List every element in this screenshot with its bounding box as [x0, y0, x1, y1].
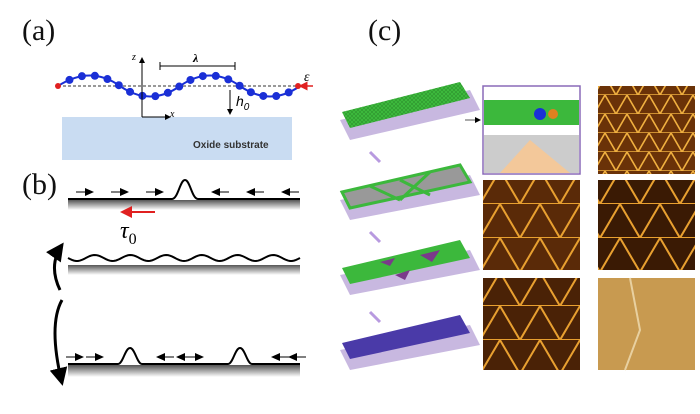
graphene-plate-2 [339, 163, 480, 220]
substrate-label: Oxide substrate [193, 140, 269, 151]
atom [224, 75, 233, 84]
panel-c-label: (c) [368, 14, 402, 47]
atom [259, 91, 268, 100]
graphene-plate-4 [340, 315, 480, 370]
height-label: h0 [236, 93, 250, 113]
atomistic-inset [482, 85, 581, 175]
atom [284, 88, 293, 97]
panel-a-label: (a) [22, 14, 56, 47]
panel-c-images [339, 82, 695, 371]
atom [186, 75, 195, 84]
shear-stress-label: τ0 [120, 218, 137, 248]
wavelength-label: λ [193, 51, 199, 65]
graphene-plate-3 [340, 240, 480, 295]
atoms [65, 71, 293, 101]
atom [77, 72, 86, 81]
panel-b-diagram [46, 178, 306, 386]
strain-label: ε [304, 70, 310, 85]
atom [211, 71, 220, 80]
atom [114, 81, 123, 90]
atom [246, 88, 255, 97]
panel-a-diagram [55, 57, 313, 160]
wrinkle-middle [67, 253, 301, 263]
atom [151, 92, 160, 101]
atom [175, 82, 184, 91]
slip-arrows [76, 188, 299, 196]
substrate-top [68, 200, 300, 210]
transition-arrow-up [46, 242, 64, 291]
atom [235, 81, 244, 90]
afm-image-5 [598, 278, 695, 370]
process-arrows [368, 150, 382, 324]
graphene-plate-1 [340, 82, 480, 140]
atom [163, 88, 172, 97]
wrinkle-top [68, 178, 300, 200]
atom [272, 92, 281, 101]
wrinkle-bottom [68, 346, 300, 365]
z-axis-label: z [132, 52, 136, 63]
substrate-bottom [68, 365, 300, 377]
slip-arrows-bottom [66, 353, 306, 361]
panel-b-label: (b) [22, 168, 57, 201]
atom [103, 75, 112, 84]
transition-arrow-down [49, 299, 68, 386]
x-axis-label: x [170, 109, 175, 120]
atom [90, 71, 99, 80]
oxide-substrate [62, 117, 292, 160]
atom [126, 87, 135, 96]
atom [198, 72, 207, 81]
atom [65, 75, 74, 84]
substrate-middle [68, 265, 300, 275]
